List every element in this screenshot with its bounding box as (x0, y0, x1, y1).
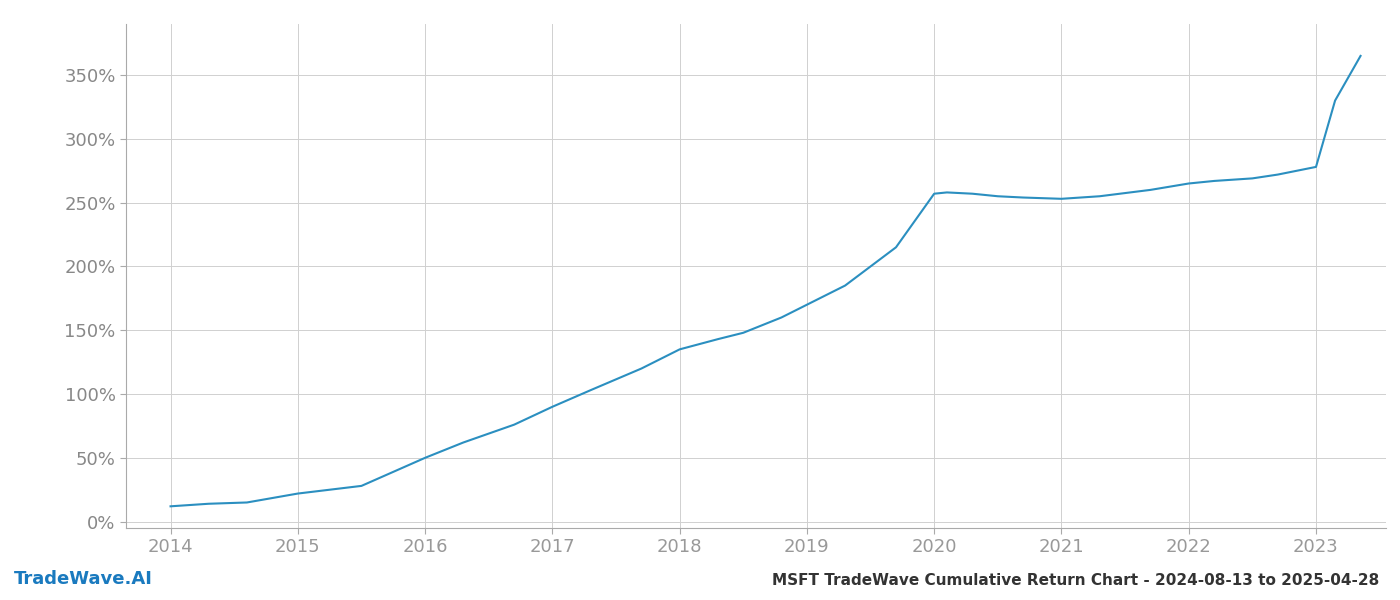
Text: MSFT TradeWave Cumulative Return Chart - 2024-08-13 to 2025-04-28: MSFT TradeWave Cumulative Return Chart -… (771, 573, 1379, 588)
Text: TradeWave.AI: TradeWave.AI (14, 570, 153, 588)
